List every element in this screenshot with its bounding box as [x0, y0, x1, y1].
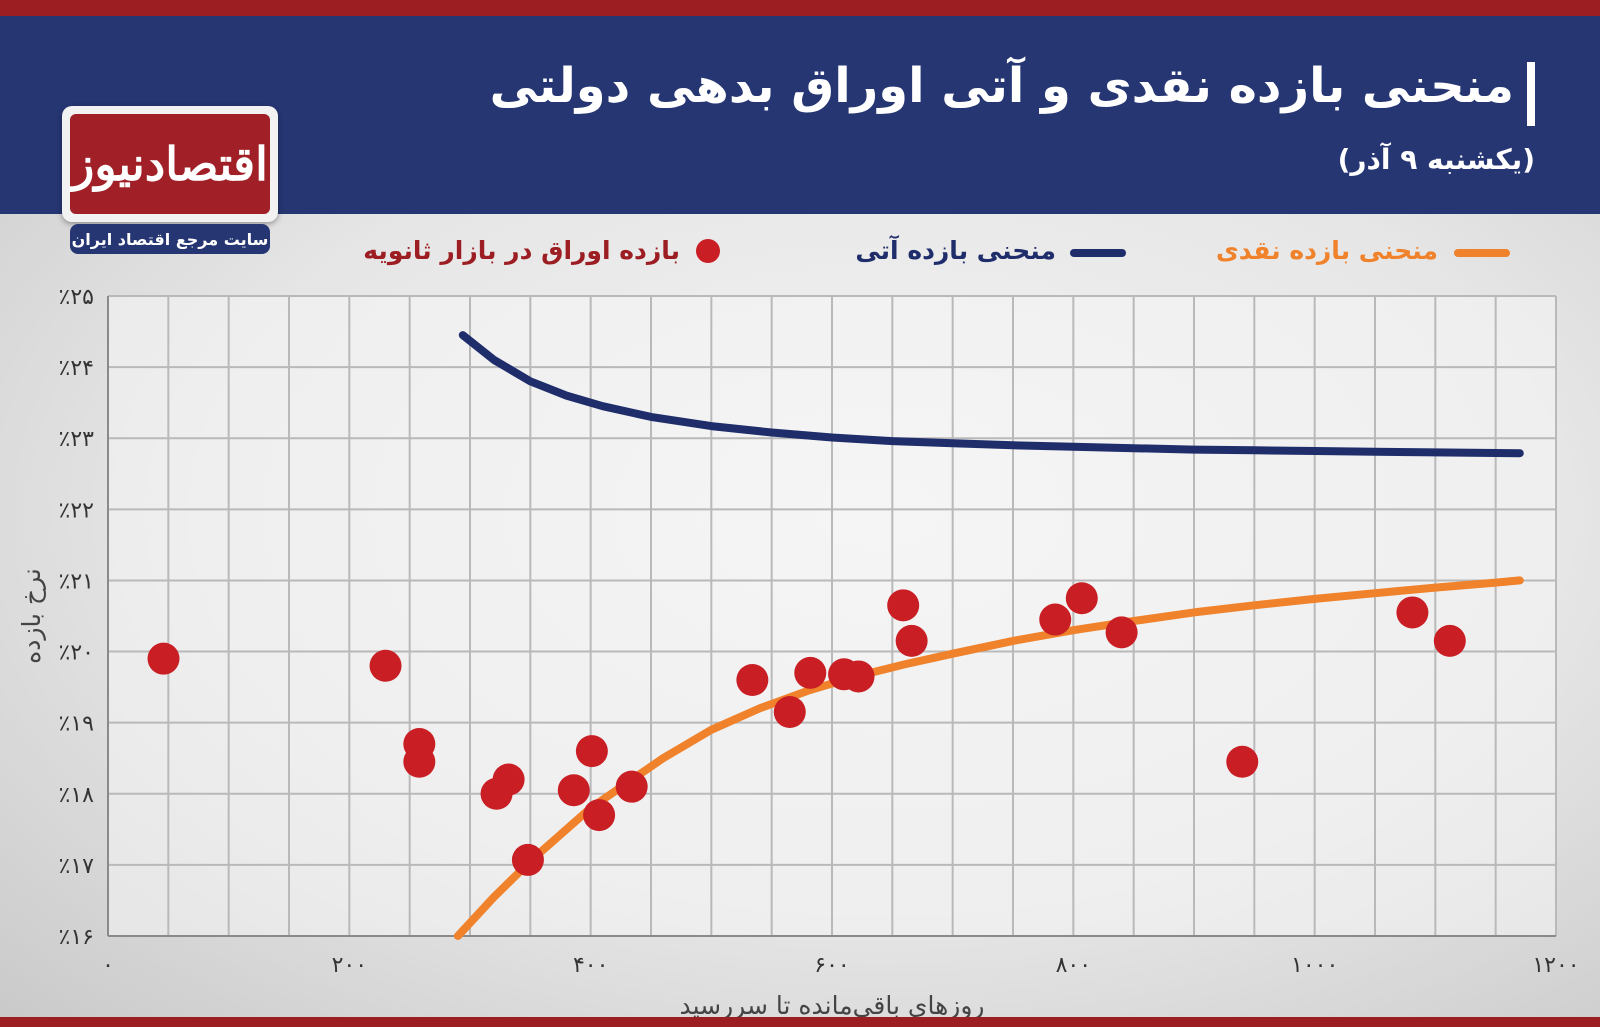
- bond-point: [511, 843, 544, 876]
- x-tick-label: ۸۰۰: [1056, 953, 1091, 978]
- bond-point: [842, 660, 875, 693]
- logo: اقتصادنیوز: [62, 106, 278, 222]
- x-tick-label: ۱۰۰۰: [1291, 953, 1338, 978]
- bond-point: [369, 649, 402, 682]
- x-tick-label: ۴۰۰: [573, 953, 608, 978]
- legend-item-forward: منحنی بازده آتی: [850, 232, 1126, 272]
- series-line-spot: [453, 576, 1524, 940]
- series-line-forward: [458, 331, 1524, 458]
- bond-point: [147, 642, 180, 675]
- bond-point: [1433, 624, 1466, 657]
- y-tick-label: ٪۲۵: [59, 285, 94, 310]
- bottom-stripe: [0, 1017, 1600, 1027]
- bond-point: [1396, 596, 1429, 629]
- bond-point: [1039, 603, 1072, 636]
- y-tick-label: ٪۲۴: [59, 356, 94, 381]
- bond-point: [1105, 616, 1138, 649]
- y-tick-label: ٪۲۰: [59, 641, 94, 666]
- page-title: منحنی بازده نقدی و آتی اوراق بدهی دولتی: [489, 58, 1514, 114]
- legend-label-forward: منحنی بازده آتی: [855, 236, 1056, 265]
- legend-label-bonds: بازده اوراق در بازار ثانویه: [363, 236, 680, 265]
- bond-point: [773, 696, 806, 728]
- bond-point: [794, 656, 827, 689]
- x-tick-label: ۶۰۰: [814, 953, 849, 978]
- y-tick-label: ٪۱۷: [59, 854, 95, 879]
- x-tick-label: ۲۰۰: [332, 953, 367, 978]
- legend-item-spot: منحنی بازده نقدی: [1216, 232, 1510, 272]
- bond-point: [575, 735, 608, 768]
- legend-swatch-bonds: [696, 239, 720, 263]
- legend-swatch-forward: [1070, 249, 1126, 257]
- y-tick-label: ٪۲۲: [59, 498, 94, 523]
- logo-tagline: سایت مرجع اقتصاد ایران: [70, 224, 270, 254]
- legend-item-bonds: بازده اوراق در بازار ثانویه: [363, 232, 720, 272]
- y-tick-label: ٪۱۶: [59, 925, 94, 950]
- y-tick-label: ٪۲۱: [59, 569, 94, 594]
- bond-point: [557, 774, 590, 807]
- bond-point: [1226, 745, 1259, 778]
- legend-swatch-spot: [1454, 249, 1510, 257]
- logo-name: اقتصادنیوز: [72, 137, 268, 191]
- y-axis-title: نرخ بازده: [17, 568, 46, 664]
- bond-point: [403, 745, 436, 778]
- y-tick-label: ٪۲۳: [59, 427, 95, 452]
- page-subtitle: (یکشنبه ۹ آذر): [1337, 143, 1535, 176]
- x-tick-label: ۰: [102, 953, 114, 978]
- y-tick-label: ٪۱۹: [59, 712, 94, 737]
- bond-point: [615, 770, 648, 803]
- logo-badge: اقتصادنیوز: [70, 114, 270, 214]
- bond-point: [492, 763, 525, 796]
- title-bar-accent: [1527, 62, 1535, 126]
- legend-label-spot: منحنی بازده نقدی: [1215, 236, 1438, 265]
- bond-point: [583, 799, 616, 832]
- x-axis-title: روزهای باقی‌مانده تا سررسید: [680, 991, 985, 1021]
- bond-point: [895, 624, 928, 657]
- x-tick-label: ۱۲۰۰: [1532, 953, 1579, 978]
- y-tick-label: ٪۱۸: [59, 783, 95, 808]
- bond-point: [887, 589, 920, 622]
- bond-point: [736, 664, 769, 696]
- bond-point: [1065, 582, 1098, 615]
- top-stripe: [0, 0, 1600, 16]
